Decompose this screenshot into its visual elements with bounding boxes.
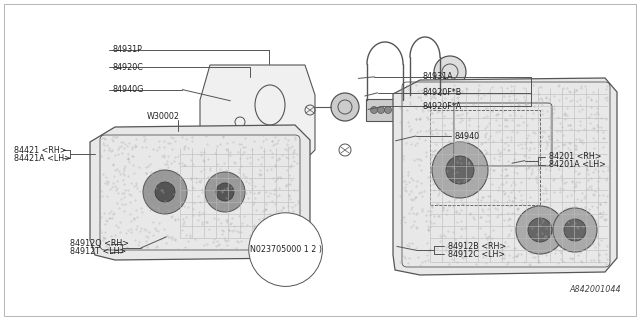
Text: 84912Q <RH>: 84912Q <RH> (70, 239, 129, 248)
Circle shape (432, 142, 488, 198)
Circle shape (385, 107, 392, 114)
Text: 84920F*A: 84920F*A (422, 102, 461, 111)
Circle shape (378, 107, 385, 114)
Circle shape (528, 218, 552, 242)
Circle shape (155, 182, 175, 202)
Text: 84920C: 84920C (112, 63, 143, 72)
FancyBboxPatch shape (436, 106, 456, 126)
Circle shape (371, 107, 378, 114)
Circle shape (143, 170, 187, 214)
Circle shape (553, 208, 597, 252)
Text: 84421A <LH>: 84421A <LH> (14, 154, 71, 163)
Circle shape (564, 219, 586, 241)
Text: 84912T <LH>: 84912T <LH> (70, 247, 127, 256)
Text: 84421 <RH>: 84421 <RH> (14, 146, 67, 155)
Circle shape (446, 156, 474, 184)
Polygon shape (200, 65, 315, 160)
Circle shape (516, 206, 564, 254)
Text: 84940G: 84940G (112, 85, 143, 94)
Text: 84931P: 84931P (112, 45, 142, 54)
Circle shape (216, 183, 234, 201)
Text: 84931A: 84931A (422, 72, 453, 81)
Circle shape (331, 93, 359, 121)
Text: 84920F*B: 84920F*B (422, 88, 461, 97)
Polygon shape (393, 78, 617, 275)
Circle shape (417, 107, 424, 114)
Polygon shape (90, 125, 310, 260)
Bar (430, 110, 540, 205)
Text: W30002: W30002 (147, 112, 180, 121)
FancyBboxPatch shape (405, 99, 429, 121)
Text: 84912B <RH>: 84912B <RH> (448, 242, 506, 251)
Text: A842001044: A842001044 (569, 285, 621, 294)
Circle shape (434, 56, 466, 88)
Text: 84912C <LH>: 84912C <LH> (448, 250, 505, 259)
Circle shape (410, 107, 417, 114)
FancyBboxPatch shape (366, 99, 396, 121)
Text: 84201A <LH>: 84201A <LH> (549, 160, 606, 169)
Text: 84940: 84940 (454, 132, 479, 140)
Text: 84201 <RH>: 84201 <RH> (549, 152, 602, 161)
Text: N023705000 1 2 ): N023705000 1 2 ) (250, 245, 322, 254)
Circle shape (205, 172, 245, 212)
